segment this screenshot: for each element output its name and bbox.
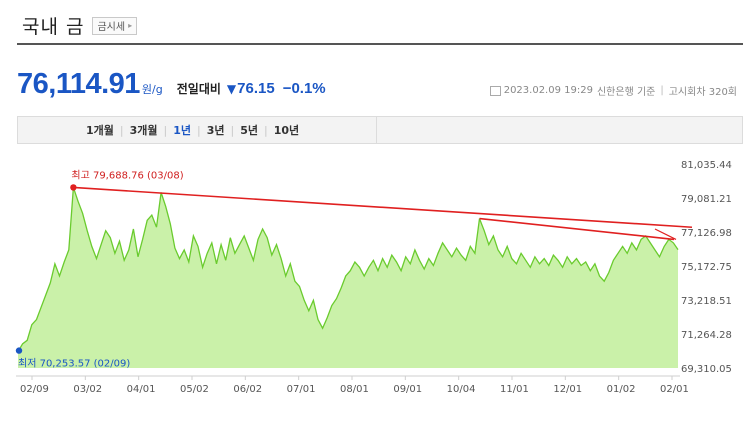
y-tick-label: 73,218.51	[681, 296, 732, 307]
x-tick-label: 11/01	[500, 384, 529, 395]
x-tick-label: 08/01	[340, 384, 369, 395]
y-tick-label: 69,310.05	[681, 364, 732, 375]
y-tick-label: 75,172.75	[681, 262, 732, 273]
price-area-fill	[18, 187, 678, 368]
x-tick-label: 04/01	[127, 384, 156, 395]
current-price: 76,114.91	[17, 68, 140, 100]
tab-period-2[interactable]: 1년	[173, 124, 192, 137]
x-tick-label: 05/02	[180, 384, 209, 395]
tab-separator: |	[119, 123, 124, 137]
period-tab-list: 1개월 | 3개월 | 1년 | 3년 | 5년 | 10년	[86, 117, 299, 143]
trendline-arrow-stroke	[654, 228, 677, 240]
meta-separator: |	[660, 85, 664, 96]
gold-price-quote-label: 금시세	[97, 22, 126, 33]
change-percent: −0.1%	[282, 80, 326, 97]
tab-period-0[interactable]: 1개월	[86, 124, 114, 137]
tab-period-1[interactable]: 3개월	[129, 124, 158, 137]
gold-price-quote-button[interactable]: 금시세 ▸	[92, 16, 138, 35]
price-line	[17, 187, 679, 352]
x-tick-label: 07/01	[287, 384, 316, 395]
trendline-1	[73, 186, 693, 229]
price-chart: 81,035.44 79,081.21 77,126.98 75,172.75 73,2…	[15, 160, 732, 395]
x-tick-label: 09/01	[393, 384, 422, 395]
y-tick-label: 77,126.98	[681, 228, 732, 239]
y-tick-label: 81,035.44	[681, 160, 732, 171]
period-tabs: 1개월 | 3개월 | 1년 | 3년 | 5년 | 10년	[17, 116, 743, 144]
down-triangle-icon: ▼	[226, 82, 237, 96]
meta-date: 2023.02.09 19:29	[503, 85, 593, 96]
low-point	[15, 347, 23, 354]
x-tick-label: 10/04	[447, 384, 476, 395]
header-divider	[17, 43, 743, 45]
tab-separator: |	[264, 123, 268, 137]
tab-period-4[interactable]: 5년	[240, 124, 259, 137]
change-value: 76.15	[237, 80, 275, 97]
tab-separator: |	[163, 123, 168, 137]
tab-divider	[376, 117, 377, 143]
low-label: 최저 70,253.57 (02/09)	[18, 358, 130, 370]
meta-count: 고시회차 320회	[668, 87, 737, 98]
x-tick-label: 01/02	[607, 384, 636, 395]
chevron-right-icon: ▸	[128, 21, 133, 30]
x-tick-label: 02/09	[20, 384, 49, 395]
tab-separator: |	[230, 123, 235, 137]
high-label: 최고 79,688.76 (03/08)	[71, 169, 183, 181]
x-tick-label: 03/02	[73, 384, 102, 395]
x-tick-label: 06/02	[233, 384, 262, 395]
y-tick-label: 71,264.28	[681, 330, 732, 341]
change-label: 전일대비	[176, 82, 221, 96]
y-tick-label: 79,081.21	[681, 194, 732, 205]
page-title: 국내 금	[22, 16, 85, 38]
x-tick-label: 02/01	[660, 384, 689, 395]
tab-separator: |	[197, 123, 201, 137]
calendar-icon	[489, 85, 501, 96]
trendline-2	[479, 217, 675, 241]
price-meta: 2023.02.09 19:29 신한은행 기준 | 고시회차 320회	[489, 83, 737, 98]
x-tick-label: 12/01	[553, 384, 582, 395]
title-row: 국내 금 금시세 ▸	[22, 12, 138, 39]
tab-period-3[interactable]: 3년	[206, 124, 225, 137]
tab-period-5[interactable]: 10년	[273, 124, 300, 137]
price-unit: 원/g	[141, 83, 163, 96]
price-row: 76,114.91 원/g 전일대비 ▼ 76.15 −0.1%	[17, 68, 326, 101]
meta-source: 신한은행 기준	[596, 87, 656, 98]
